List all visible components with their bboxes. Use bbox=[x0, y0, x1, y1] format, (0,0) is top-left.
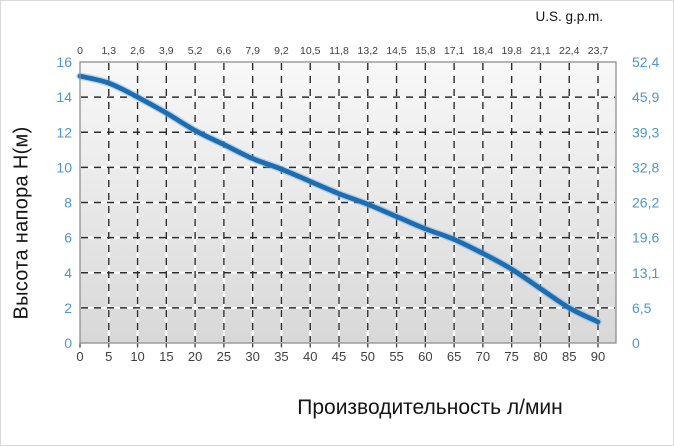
x-top-tick-label: 14,5 bbox=[386, 45, 407, 57]
y-right-tick-label: 13,1 bbox=[632, 265, 659, 281]
x-top-tick-label: 17,1 bbox=[444, 45, 465, 57]
y-axis-title: Высота напора Н(м) bbox=[10, 126, 33, 320]
x-bottom-tick-label: 45 bbox=[332, 349, 346, 364]
x-bottom-tick-label: 80 bbox=[533, 349, 547, 364]
y-right-tick-label: 45,9 bbox=[632, 89, 659, 105]
y-right-tick-label: 32,8 bbox=[632, 159, 659, 175]
x-top-tick-label: 9,2 bbox=[274, 45, 289, 57]
y-left-tick-label: 12 bbox=[56, 124, 72, 140]
x-top-tick-label: 21,1 bbox=[530, 45, 551, 57]
x-bottom-tick-label: 85 bbox=[562, 349, 576, 364]
x-bottom-tick-label: 70 bbox=[476, 349, 490, 364]
x-top-tick-label: 6,6 bbox=[217, 45, 232, 57]
x-bottom-tick-label: 5 bbox=[105, 349, 112, 364]
x-top-tick-label: 11,8 bbox=[329, 45, 349, 57]
x-bottom-tick-label: 0 bbox=[76, 349, 83, 364]
x-bottom-tick-label: 90 bbox=[591, 349, 605, 364]
x-top-tick-label: 0 bbox=[77, 45, 83, 57]
x-bottom-tick-label: 35 bbox=[274, 349, 288, 364]
y-right-tick-label: 6,5 bbox=[632, 300, 652, 316]
x-bottom-tick-label: 25 bbox=[217, 349, 231, 364]
x-bottom-tick-label: 55 bbox=[389, 349, 403, 364]
y-left-tick-label: 6 bbox=[64, 230, 72, 246]
y-left-tick-label: 14 bbox=[56, 89, 72, 105]
x-bottom-tick-label: 20 bbox=[188, 349, 202, 364]
x-bottom-tick-label: 15 bbox=[159, 349, 173, 364]
y-left-tick-label: 16 bbox=[56, 54, 72, 70]
x-top-tick-label: 10,5 bbox=[300, 45, 321, 57]
x-bottom-tick-label: 65 bbox=[447, 349, 461, 364]
y-left-tick-label: 2 bbox=[64, 300, 72, 316]
x-top-tick-label: 5,2 bbox=[188, 45, 203, 57]
y-right-tick-label: 26,2 bbox=[632, 195, 659, 211]
x-bottom-tick-label: 60 bbox=[418, 349, 432, 364]
x-top-tick-label: 1,3 bbox=[101, 45, 116, 57]
plot-border bbox=[79, 61, 617, 344]
x-top-tick-label: 23,7 bbox=[588, 45, 609, 57]
x-top-tick-label: 7,9 bbox=[245, 45, 260, 57]
y-left-tick-label: 4 bbox=[64, 265, 72, 281]
y-right-tick-label: 39,3 bbox=[632, 124, 659, 140]
y-right-tick-label: 19,6 bbox=[632, 230, 659, 246]
x-bottom-tick-label: 10 bbox=[130, 349, 144, 364]
x-top-tick-label: 19,8 bbox=[501, 45, 522, 57]
y-left-tick-label: 10 bbox=[56, 159, 72, 175]
y-right-tick-label: 52,4 bbox=[632, 54, 659, 70]
x-top-tick-label: 13,2 bbox=[358, 45, 379, 57]
x-top-tick-label: 22,4 bbox=[559, 45, 580, 57]
top-axis-units-label: U.S. g.p.m. bbox=[535, 9, 603, 24]
y-right-tick-label: 0 bbox=[632, 335, 640, 351]
x-bottom-tick-label: 30 bbox=[245, 349, 259, 364]
x-bottom-tick-label: 40 bbox=[303, 349, 317, 364]
y-left-tick-label: 8 bbox=[64, 195, 72, 211]
pump-curve bbox=[77, 73, 601, 325]
x-axis-title: Производительность л/мин bbox=[297, 396, 563, 419]
x-top-tick-label: 18,4 bbox=[473, 45, 494, 57]
x-top-tick-label: 3,9 bbox=[159, 45, 174, 57]
x-top-tick-label: 15,8 bbox=[415, 45, 436, 57]
x-bottom-tick-label: 50 bbox=[361, 349, 375, 364]
x-bottom-tick-label: 75 bbox=[504, 349, 518, 364]
x-top-tick-label: 2,6 bbox=[130, 45, 145, 57]
y-left-tick-label: 0 bbox=[64, 335, 72, 351]
